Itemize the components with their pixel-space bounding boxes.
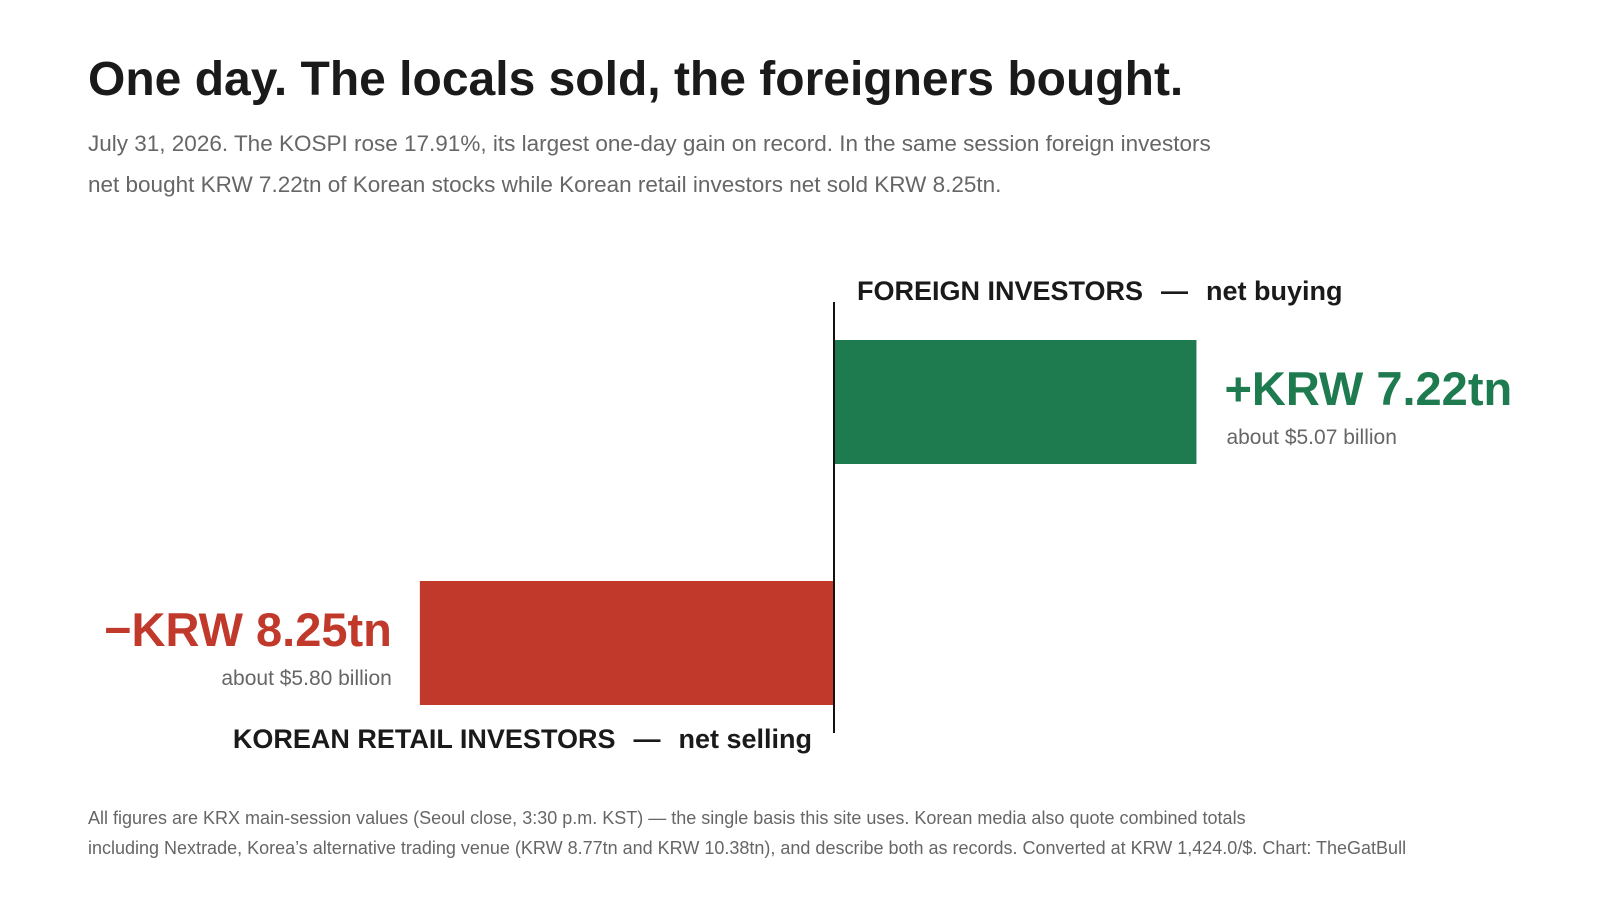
- value-sublabel: about $5.07 billion: [1226, 426, 1396, 449]
- category-label: FOREIGN INVESTORS: [857, 276, 1143, 306]
- category-heading: FOREIGN INVESTORS — net buying: [857, 276, 1343, 306]
- footnote-line: All figures are KRX main-session values …: [88, 808, 1246, 828]
- value-label: −KRW 8.25tn: [104, 603, 392, 656]
- value-sublabel: about $5.80 billion: [221, 667, 391, 690]
- footnote-line: including Nextrade, Korea’s alternative …: [88, 838, 1406, 858]
- category-note: net buying: [1206, 276, 1343, 306]
- category-label: KOREAN RETAIL INVESTORS: [233, 724, 616, 754]
- separator: —: [1161, 276, 1188, 306]
- category-heading: KOREAN RETAIL INVESTORS — net selling: [233, 724, 812, 754]
- category-note: net selling: [678, 724, 812, 754]
- bar: [419, 581, 834, 705]
- bar: [834, 340, 1197, 464]
- subtitle-line: July 31, 2026. The KOSPI rose 17.91%, it…: [88, 131, 1211, 156]
- value-label: +KRW 7.22tn: [1224, 362, 1512, 415]
- subtitle-line: net bought KRW 7.22tn of Korean stocks w…: [88, 172, 1001, 197]
- chart-title: One day. The locals sold, the foreigners…: [88, 53, 1183, 106]
- separator: —: [633, 724, 660, 754]
